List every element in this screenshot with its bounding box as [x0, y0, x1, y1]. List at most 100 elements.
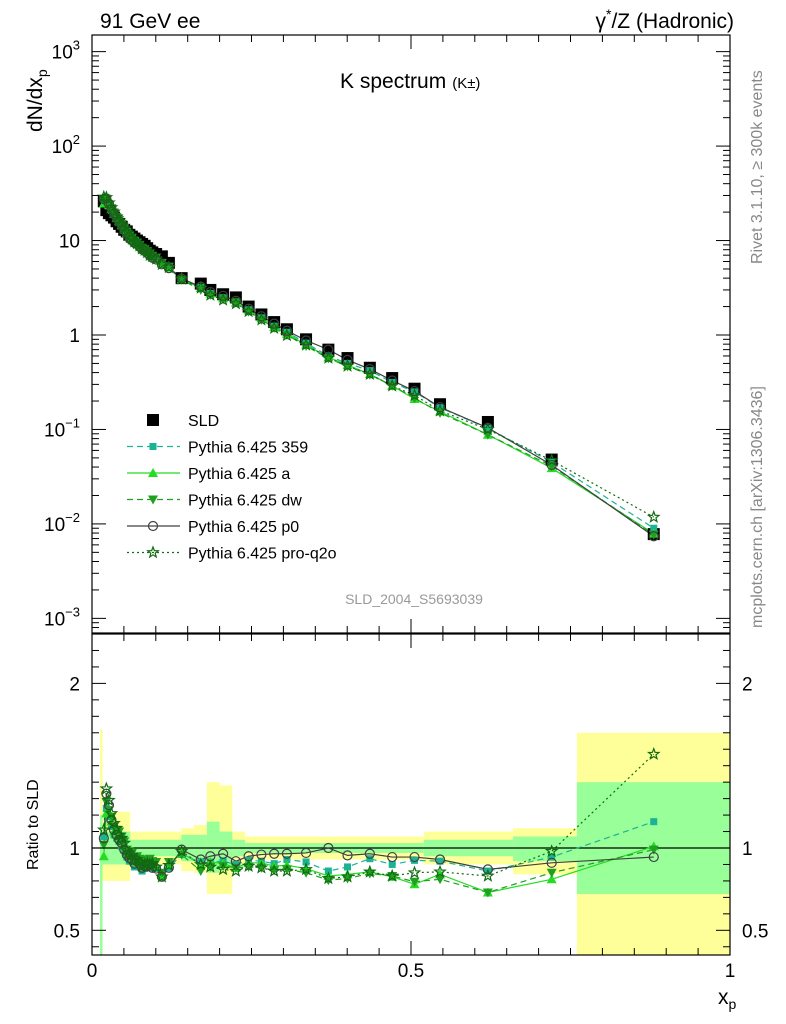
data-point-pq2o: [544, 453, 559, 467]
ratio-point-pp0: [98, 833, 109, 844]
main-y-tick-exp: −3: [65, 604, 80, 619]
ratio-point-pq2o: [102, 793, 116, 807]
ratio-point-pp0: [103, 800, 115, 811]
legend-marker-pdw: [148, 495, 158, 505]
ratio-point-pdw: [230, 863, 241, 873]
ratio-panel: 0.5 0.5 1 1 2 2 0 0.5 1 Ratio to SLD xp: [25, 633, 768, 1012]
ratio-point-pa: [546, 874, 557, 884]
ratio-point-pdw: [648, 845, 659, 855]
data-point-pq2o: [385, 378, 400, 392]
ratio-point-pq2o: [241, 858, 256, 872]
main-y-tick-base: 1: [69, 326, 80, 347]
main-y-tick-base: 10: [44, 609, 65, 630]
series-line-pp0: [103, 197, 655, 537]
data-point-pq2o: [267, 320, 282, 335]
data-point-pq2o: [229, 296, 243, 310]
main-title: K spectrum (K±): [340, 70, 480, 93]
ratio-point-pq2o: [112, 827, 126, 841]
ratio-point-pq2o: [267, 863, 282, 877]
energy-label: 91 GeV ee: [100, 10, 200, 33]
ratio-point-pq2o: [229, 863, 243, 877]
data-point-pq2o: [299, 337, 313, 351]
legend-label-pdw: Pythia 6.425 dw: [188, 493, 302, 510]
ratio-point-pdw: [195, 867, 206, 877]
uncertainty-band-inner: [576, 782, 730, 895]
main-y-tick-base: 10: [52, 43, 73, 64]
ratio-point-pp0: [195, 854, 206, 865]
legend-label-pp0: Pythia 6.425 p0: [188, 519, 299, 536]
process-label: γ*/Z (Hadronic): [596, 6, 734, 33]
x-axis-label: xp: [718, 986, 737, 1012]
data-point-pq2o: [149, 251, 163, 265]
ratio-point-pq2o: [154, 869, 169, 883]
legend-marker-p359: [149, 443, 157, 450]
ratio-point-pp0: [281, 848, 293, 859]
ratio-point-pq2o: [104, 806, 119, 820]
data-point-pp0: [409, 385, 420, 397]
data-point-pq2o: [203, 287, 218, 301]
data-point-pq2o: [254, 312, 269, 326]
main-y-tick-exp: −2: [65, 510, 80, 525]
ratio-point-pq2o: [162, 858, 176, 872]
data-point-p359: [650, 524, 658, 532]
ratio-point-pq2o: [433, 864, 447, 878]
ratio-point-pq2o: [362, 864, 377, 878]
ratio-point-pq2o: [109, 821, 124, 835]
data-point-pdw: [176, 275, 187, 285]
data-point-pdw: [218, 295, 229, 305]
ratio-point-pdw: [98, 840, 109, 850]
data-point-pq2o: [646, 509, 661, 523]
rivet-version-label: Rivet 3.1.10, ≥ 300k events: [749, 70, 766, 264]
ratio-y-tick-label: 1: [69, 839, 80, 860]
data-point-pp0: [281, 325, 293, 336]
data-point-sld: [155, 250, 168, 263]
series-line-pdw: [103, 199, 655, 536]
ratio-point-pq2o: [99, 781, 114, 795]
ratio-point-pp0: [342, 850, 353, 861]
series-line-pa: [103, 201, 655, 535]
ratio-point-pq2o: [340, 869, 355, 883]
ratio-y-tick-label-right: 2: [742, 674, 753, 695]
series-line-pq2o: [103, 196, 655, 518]
ratio-point-pdw: [546, 868, 557, 878]
ratio-point-pq2o: [321, 871, 336, 885]
main-y-tick-base: 10: [52, 137, 73, 158]
data-point-pq2o: [433, 403, 447, 417]
main-y-tick-exp: −1: [65, 415, 80, 430]
ratio-point-pp0: [269, 848, 280, 859]
ratio-point-pq2o: [254, 860, 269, 874]
ratio-y-tick-label: 2: [69, 674, 80, 695]
data-point-p359: [411, 388, 419, 396]
data-point-pq2o: [407, 388, 422, 402]
data-point-pp0: [342, 354, 353, 365]
main-y-tick-label: 10−3: [44, 604, 80, 630]
ratio-point-pq2o: [385, 868, 400, 882]
ratio-point-pp0: [648, 851, 659, 863]
data-point-pq2o: [280, 328, 294, 342]
data-point-pq2o: [321, 350, 336, 364]
ratio-point-pq2o: [107, 816, 121, 830]
ratio-x-tick-label: 0: [87, 961, 98, 982]
legend: SLD Pythia 6.425 359 Pythia 6.425 a Pythia …: [127, 413, 337, 563]
data-point-pp0: [648, 531, 659, 542]
ratio-point-pq2o: [646, 746, 661, 761]
legend-marker-pp0: [147, 520, 159, 532]
data-point-pq2o: [162, 260, 176, 274]
legend-marker-pa: [148, 468, 158, 477]
ratio-point-pdw: [243, 862, 254, 872]
legend-label-p359: Pythia 6.425 359: [188, 440, 308, 457]
ratio-point-p359: [100, 832, 108, 840]
analysis-id-label: SLD_2004_S5693039: [345, 591, 483, 607]
ratio-point-pq2o: [193, 857, 208, 871]
main-y-tick-label: 102: [52, 132, 80, 158]
data-point-pp0: [434, 402, 446, 413]
main-y-tick-base: 10: [44, 420, 65, 441]
data-point-p359: [484, 424, 492, 432]
ratio-point-pp0: [364, 848, 375, 859]
main-y-axis-label: dN/dxp: [24, 69, 50, 132]
legend-marker-sld: [147, 414, 159, 426]
data-point-pq2o: [216, 292, 230, 306]
ratio-point-pq2o: [299, 862, 313, 876]
